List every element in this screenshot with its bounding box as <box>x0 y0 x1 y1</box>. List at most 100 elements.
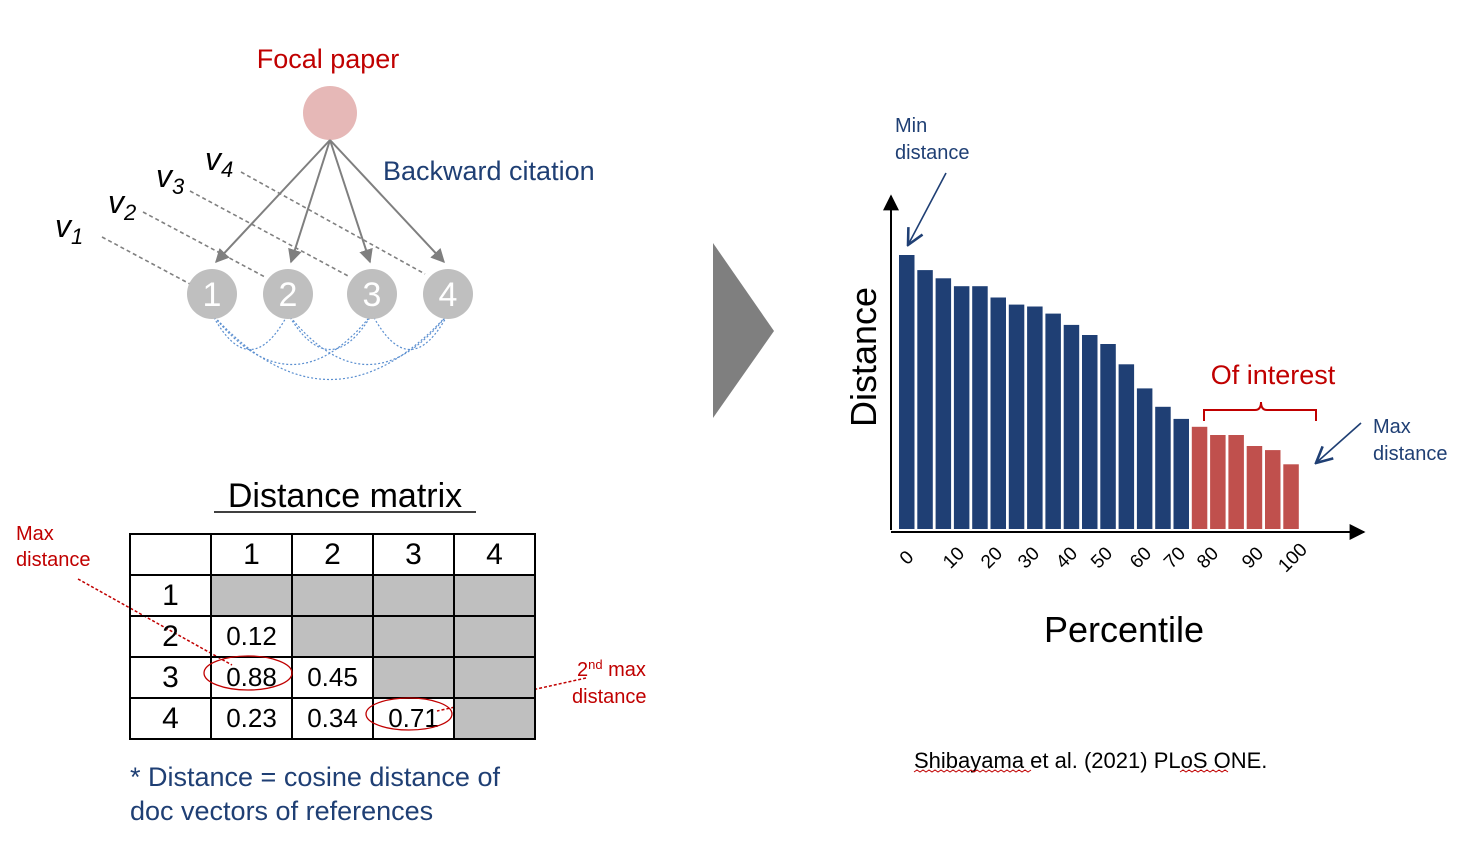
matrix-col-header: 3 <box>372 533 455 576</box>
matrix-col-header: 4 <box>453 533 536 576</box>
focal-paper-node <box>303 86 357 140</box>
x-tick-label: 30 <box>1014 543 1044 573</box>
vector-label-3: v3 <box>156 158 185 199</box>
x-tick-label: 70 <box>1160 543 1190 573</box>
bar <box>1082 335 1098 529</box>
x-tick-label: 50 <box>1087 543 1117 573</box>
min-distance-label-line1: Min <box>895 115 927 137</box>
min-distance-label-line2: distance <box>895 142 970 164</box>
matrix-cell <box>291 615 374 658</box>
matrix-row: 4 0.23 0.34 0.71 <box>129 697 536 740</box>
matrix-cell <box>453 697 536 740</box>
max-distance-chart-label-line2: distance <box>1373 443 1448 465</box>
arc-3-4 <box>371 313 449 351</box>
x-tick-label: 100 <box>1274 539 1311 576</box>
arc-1-2 <box>211 313 289 351</box>
x-tick-label: 10 <box>939 543 969 573</box>
distance-note-line2: doc vectors of references <box>130 796 433 826</box>
x-tick-label: 40 <box>1052 543 1082 573</box>
matrix-row-header: 4 <box>129 697 212 740</box>
matrix-cell: 0.23 <box>210 697 293 740</box>
reference-node-1: 1 <box>187 269 237 319</box>
bar <box>1155 406 1171 529</box>
y-axis-label: Distance <box>843 287 884 427</box>
distance-note-line1: * Distance = cosine distance of <box>130 762 500 792</box>
distance-matrix-table: 1 2 3 4 1 2 0.12 3 0.88 0.45 4 0.23 0.34… <box>129 533 536 740</box>
x-tick-label: 80 <box>1193 543 1223 573</box>
matrix-cell <box>372 574 455 617</box>
pairwise-arcs <box>211 313 449 381</box>
arc-2-4 <box>287 313 449 366</box>
reference-node-4: 4 <box>423 269 473 319</box>
matrix-cell <box>291 574 374 617</box>
bar <box>1100 344 1116 529</box>
reference-node-3-label: 3 <box>363 276 382 314</box>
reference-node-4-label: 4 <box>439 276 458 314</box>
bar <box>1008 304 1025 529</box>
of-interest-label: Of interest <box>1211 360 1336 390</box>
reference-node-2: 2 <box>263 269 313 319</box>
bar-of-interest <box>1191 426 1208 529</box>
x-axis-label: Percentile <box>1044 609 1204 650</box>
citation-arrow-1 <box>215 139 331 264</box>
matrix-title: Distance matrix <box>228 477 462 515</box>
vector-line-2 <box>142 211 266 278</box>
bar-of-interest <box>1265 450 1281 529</box>
min-distance-pointer <box>908 172 947 245</box>
x-tick-label: 0 <box>896 547 918 569</box>
vector-line-1 <box>101 236 191 285</box>
bar-series <box>899 255 1299 529</box>
citation-text: Shibayama et al. (2021) PLoS ONE. <box>914 748 1267 773</box>
matrix-row-header: 3 <box>129 656 212 699</box>
matrix-row: 1 <box>129 574 536 617</box>
matrix-row: 2 0.12 <box>129 615 536 658</box>
bar <box>935 278 952 529</box>
citation-arrow-4 <box>329 139 445 264</box>
max-distance-label-line2: distance <box>16 549 91 571</box>
matrix-cell: 0.12 <box>210 615 293 658</box>
matrix-row-header: 1 <box>129 574 212 617</box>
x-tick-labels: 0 10 20 30 40 50 60 70 80 90 100 <box>896 539 1312 576</box>
bar <box>1027 306 1043 529</box>
bar-of-interest <box>1283 464 1299 529</box>
bar <box>1063 324 1080 529</box>
x-tick-label: 90 <box>1238 543 1268 573</box>
matrix-cell: 0.45 <box>291 656 374 699</box>
matrix-cell-second-max: 0.71 <box>372 697 455 740</box>
bar-of-interest <box>1246 446 1263 529</box>
arc-2-3 <box>287 313 373 351</box>
bar <box>1045 313 1061 529</box>
matrix-cell <box>453 656 536 699</box>
arc-1-3 <box>211 313 373 366</box>
bar-chart: 0 10 20 30 40 50 60 70 80 90 100 Distance Percenti… <box>843 115 1448 650</box>
x-tick-label: 20 <box>977 543 1007 573</box>
arc-1-4 <box>211 313 449 381</box>
spellcheck-underline-1 <box>913 769 1032 773</box>
matrix-row-header: 2 <box>129 615 212 658</box>
vector-lines <box>101 171 426 285</box>
bar <box>899 255 915 529</box>
citation-arrows <box>215 139 445 264</box>
matrix-cell <box>453 615 536 658</box>
bar-of-interest <box>1210 435 1226 529</box>
reference-node-1-label: 1 <box>203 276 222 314</box>
matrix-cell <box>372 615 455 658</box>
vector-label-1: v1 <box>55 208 83 249</box>
reference-node-3: 3 <box>347 269 397 319</box>
matrix-header-row: 1 2 3 4 <box>129 533 536 576</box>
bar <box>990 297 1006 529</box>
vector-line-3 <box>189 190 351 278</box>
matrix-col-header: 1 <box>210 533 293 576</box>
second-max-label-line1: 2nd max <box>577 657 646 681</box>
reference-node-2-label: 2 <box>279 276 298 314</box>
of-interest-bracket <box>1203 401 1317 421</box>
matrix-cell: 0.34 <box>291 697 374 740</box>
matrix-corner-cell <box>129 533 212 576</box>
bar <box>972 286 988 529</box>
matrix-cell <box>210 574 293 617</box>
spellcheck-underline-2 <box>1179 769 1229 773</box>
matrix-row: 3 0.88 0.45 <box>129 656 536 699</box>
bar <box>953 286 970 529</box>
x-tick-label: 60 <box>1126 543 1156 573</box>
max-distance-label-line1: Max <box>16 523 54 545</box>
